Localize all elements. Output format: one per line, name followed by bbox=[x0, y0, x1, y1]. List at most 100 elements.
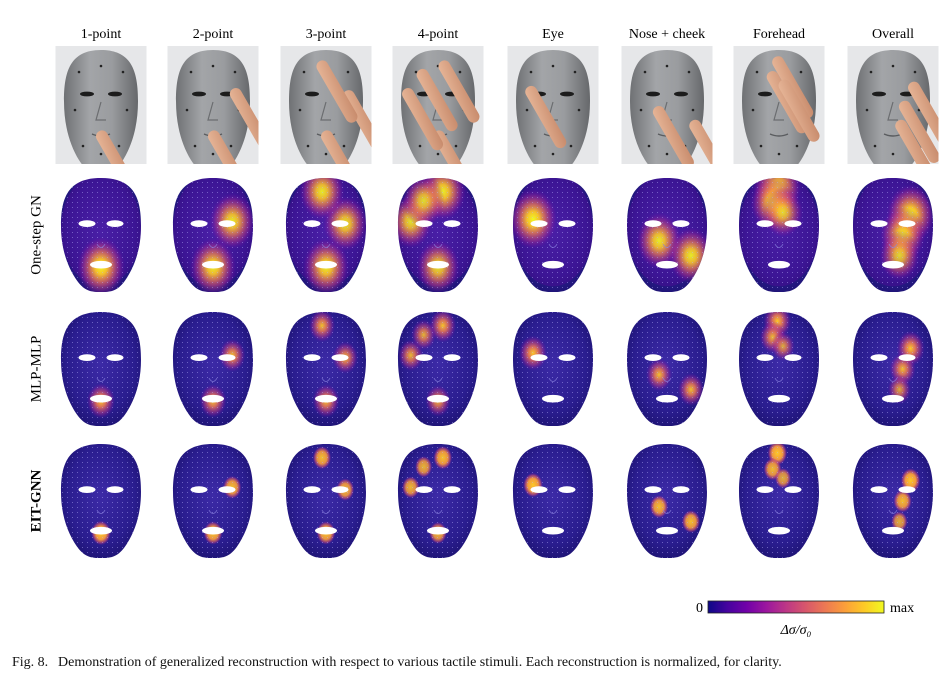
row-label: EIT-GNN bbox=[28, 469, 44, 532]
gray-mask bbox=[64, 50, 138, 164]
eye-hole bbox=[672, 354, 690, 361]
stimulus-photo bbox=[167, 46, 259, 164]
column-label: 4-point bbox=[418, 27, 459, 42]
stimulus-photo bbox=[392, 46, 484, 164]
stimulus-photo bbox=[55, 46, 147, 164]
eye-hole bbox=[218, 486, 236, 493]
reconstruction-face bbox=[286, 444, 366, 558]
colorbar: 0 max Δσ/σ₀ bbox=[696, 600, 914, 638]
eye-hole bbox=[870, 354, 888, 361]
reconstruction-face bbox=[627, 178, 707, 292]
eye-hole bbox=[190, 220, 208, 228]
finger bbox=[229, 88, 259, 151]
column-label: 1-point bbox=[81, 27, 122, 42]
gray-mask bbox=[176, 50, 250, 164]
eye-hole bbox=[443, 220, 461, 228]
column-label: Nose + cheek bbox=[629, 27, 705, 42]
colorbar-min-label: 0 bbox=[696, 601, 703, 616]
finger bbox=[433, 130, 474, 164]
finger bbox=[772, 56, 814, 119]
stimulus-photo bbox=[621, 46, 713, 164]
finger bbox=[898, 100, 939, 163]
eye-hole bbox=[106, 220, 124, 228]
reconstruction-face bbox=[853, 312, 933, 426]
mask-eye bbox=[192, 91, 206, 97]
eye-hole bbox=[415, 486, 433, 493]
column-label: 2-point bbox=[193, 27, 234, 42]
finger bbox=[778, 79, 820, 142]
reconstruction-grid bbox=[61, 178, 933, 558]
eye-hole bbox=[331, 220, 349, 228]
eye-hole bbox=[644, 354, 662, 361]
reconstruction-face bbox=[853, 178, 933, 292]
eye-hole bbox=[530, 354, 548, 361]
eye-hole bbox=[558, 354, 576, 361]
colorbar-max-label: max bbox=[890, 601, 914, 616]
mouth-hole bbox=[768, 526, 790, 535]
gray-mask bbox=[516, 50, 590, 164]
column-label: Eye bbox=[542, 27, 564, 42]
mouth-hole bbox=[427, 260, 449, 269]
eye-hole bbox=[644, 486, 662, 493]
column-label: Overall bbox=[872, 27, 914, 42]
column-label: Forehead bbox=[753, 27, 805, 42]
reconstruction-face bbox=[61, 444, 141, 558]
mouth-hole bbox=[315, 394, 337, 403]
gray-mask bbox=[289, 50, 363, 164]
eye-hole bbox=[415, 220, 433, 228]
reconstruction-face bbox=[61, 178, 141, 292]
colorbar-gradient bbox=[707, 600, 885, 614]
eye-hole bbox=[106, 354, 124, 361]
finger bbox=[402, 88, 444, 151]
eye-hole bbox=[558, 486, 576, 493]
finger bbox=[96, 130, 137, 164]
mouth-hole bbox=[90, 260, 112, 269]
finger bbox=[208, 130, 249, 164]
mouth-hole bbox=[315, 260, 337, 269]
row-label: One-step GN bbox=[28, 195, 44, 275]
eye-hole bbox=[78, 220, 96, 228]
reconstruction-row bbox=[61, 444, 933, 558]
eye-hole bbox=[190, 354, 208, 361]
reconstruction-face bbox=[739, 444, 819, 558]
mouth-hole bbox=[427, 526, 449, 535]
mouth-hole bbox=[656, 260, 678, 269]
eye-hole bbox=[106, 486, 124, 493]
reconstruction-face bbox=[398, 178, 478, 292]
reconstruction-face bbox=[61, 312, 141, 426]
eye-hole bbox=[303, 486, 321, 493]
reconstruction-row bbox=[61, 178, 933, 292]
mouth-hole bbox=[542, 260, 564, 269]
reconstruction-face bbox=[173, 178, 253, 292]
reconstruction-face bbox=[173, 444, 253, 558]
stimulus-photo bbox=[280, 46, 372, 164]
eye-hole bbox=[415, 354, 433, 361]
finger bbox=[652, 106, 694, 164]
mouth-hole bbox=[542, 526, 564, 535]
stimulus-photo bbox=[733, 46, 825, 164]
eye-hole bbox=[443, 486, 461, 493]
eye-hole bbox=[331, 354, 349, 361]
eye-hole bbox=[530, 220, 548, 228]
eye-hole bbox=[756, 486, 774, 493]
mouth-hole bbox=[768, 260, 790, 269]
eye-hole bbox=[218, 354, 236, 361]
eye-hole bbox=[190, 486, 208, 493]
eye-hole bbox=[331, 486, 349, 493]
eye-hole bbox=[303, 220, 321, 228]
eye-hole bbox=[784, 354, 802, 361]
finger bbox=[316, 60, 358, 123]
reconstruction-face bbox=[398, 312, 478, 426]
reconstruction-face bbox=[513, 444, 593, 558]
reconstruction-face bbox=[398, 444, 478, 558]
mouth-hole bbox=[315, 526, 337, 535]
eye-hole bbox=[530, 486, 548, 493]
finger bbox=[525, 85, 567, 149]
finger bbox=[895, 119, 937, 164]
eye-hole bbox=[898, 220, 916, 228]
mouth-hole bbox=[656, 526, 678, 535]
mask-eye bbox=[108, 91, 122, 97]
reconstruction-face bbox=[286, 312, 366, 426]
eye-hole bbox=[644, 220, 662, 228]
